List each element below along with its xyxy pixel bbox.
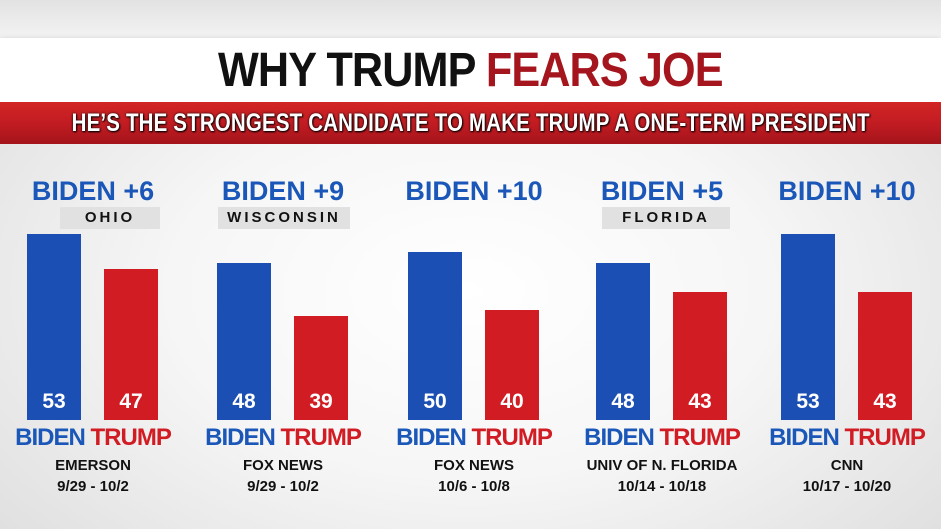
candidate-names: BIDEN TRUMP [384,424,564,452]
trump-name: TRUMP [280,424,362,451]
trump-value-label: 40 [500,390,524,413]
title-part-2: FEARS JOE [486,43,724,97]
biden-value-label: 50 [423,390,447,413]
trump-name: TRUMP [90,424,172,451]
biden-value-label: 53 [796,390,820,413]
poll-dates: 10/14 - 10/18 [617,478,707,495]
poll-dates: 9/29 - 10/2 [247,478,319,495]
trump-bar: 47 [104,269,158,420]
poll-margin: BIDEN +6 [31,176,155,206]
state-label: WISCONSIN [218,207,350,229]
trump-value-label: 39 [309,390,333,413]
page-title: WHY TRUMP FEARS JOE [218,43,723,98]
poll-margin: BIDEN +10 [405,176,543,206]
poll-dates: 9/29 - 10/2 [57,478,129,495]
biden-bar: 53 [27,234,81,420]
trump-name: TRUMP [844,424,926,451]
poll-column: BIDEN +9 WISCONSIN 48 39 BIDEN TRUMP FOX NEWS… [193,0,373,529]
page-subtitle: HE’S THE STRONGEST CANDIDATE TO MAKE TRU… [71,108,870,137]
trump-bar: 43 [673,292,727,420]
candidate-names: BIDEN TRUMP [3,424,183,452]
poll-source: FOX NEWS [242,457,323,474]
trump-value-label: 43 [688,390,712,413]
candidate-names: BIDEN TRUMP [572,424,752,452]
poll-margin: BIDEN +10 [778,176,916,206]
biden-value-label: 48 [232,390,256,413]
biden-bar: 48 [217,263,271,420]
candidate-names: BIDEN TRUMP [757,424,937,452]
poll-source: UNIV OF N. FLORIDA [586,457,738,474]
candidate-names: BIDEN TRUMP [193,424,373,452]
poll-column: BIDEN +10 53 43 BIDEN TRUMP CNN 10/17 - 10/20 [757,0,937,529]
state-label: OHIO [60,207,160,229]
biden-bar: 53 [781,234,835,420]
trump-bar: 40 [485,309,539,420]
state-label: FLORIDA [602,207,730,229]
biden-value-label: 53 [42,390,66,413]
title-band: WHY TRUMP FEARS JOE [0,38,941,102]
poll-margin: BIDEN +9 [221,176,345,206]
poll-source: EMERSON [55,457,131,474]
biden-name: BIDEN [205,424,281,451]
top-strip [0,0,941,38]
trump-name: TRUMP [659,424,741,451]
trump-value-label: 43 [873,390,897,413]
trump-name: TRUMP [471,424,553,451]
poll-column: BIDEN +10 50 40 BIDEN TRUMP FOX NEWS 10/6 - 1… [384,0,564,529]
poll-margin: BIDEN +5 [600,176,724,206]
trump-bar: 39 [294,315,348,420]
poll-source: FOX NEWS [433,457,514,474]
poll-column: BIDEN +6 OHIO 53 47 BIDEN TRUMP EMERSON 9/29 -… [3,0,183,529]
trump-value-label: 47 [119,390,143,413]
biden-bar: 48 [596,263,650,420]
poll-column: BIDEN +5 FLORIDA 48 43 BIDEN TRUMP UNIV OF N.… [572,0,752,529]
poll-dates: 10/6 - 10/8 [438,478,510,495]
title-part-1: WHY TRUMP [218,43,487,97]
biden-bar: 50 [408,251,462,420]
poll-dates: 10/17 - 10/20 [802,478,892,495]
biden-name: BIDEN [396,424,472,451]
biden-name: BIDEN [584,424,660,451]
subtitle-band: HE’S THE STRONGEST CANDIDATE TO MAKE TRU… [0,102,941,144]
biden-name: BIDEN [769,424,845,451]
biden-name: BIDEN [15,424,91,451]
poll-source: CNN [830,457,864,474]
biden-value-label: 48 [611,390,635,413]
trump-bar: 43 [858,292,912,420]
